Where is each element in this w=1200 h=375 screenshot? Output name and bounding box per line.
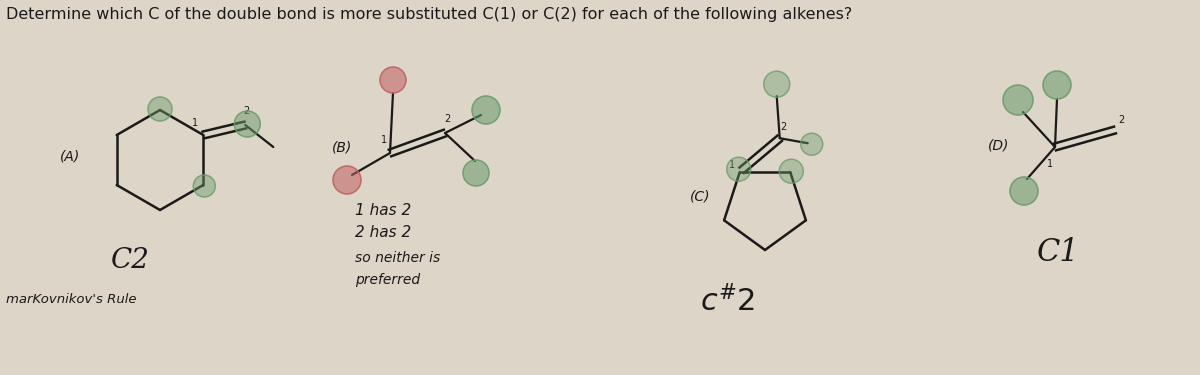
Text: 1 has 2: 1 has 2 — [355, 203, 412, 218]
Text: C1: C1 — [1037, 237, 1079, 268]
Circle shape — [234, 111, 260, 137]
Text: 2: 2 — [244, 106, 250, 116]
Circle shape — [1003, 85, 1033, 115]
Circle shape — [1010, 177, 1038, 205]
Circle shape — [779, 159, 803, 183]
Circle shape — [193, 175, 215, 197]
Text: 2: 2 — [781, 122, 787, 132]
Circle shape — [800, 133, 823, 155]
Text: (C): (C) — [690, 190, 710, 204]
Text: 1: 1 — [728, 160, 734, 170]
Text: 2: 2 — [1118, 115, 1124, 125]
Text: C2: C2 — [110, 247, 150, 274]
Text: so neither is: so neither is — [355, 251, 440, 265]
Text: 1: 1 — [1046, 159, 1054, 169]
Text: 2 has 2: 2 has 2 — [355, 225, 412, 240]
Text: (B): (B) — [332, 140, 353, 154]
Text: 1: 1 — [380, 135, 388, 145]
Text: $c^{\#}2$: $c^{\#}2$ — [700, 285, 755, 318]
Circle shape — [1043, 71, 1072, 99]
Text: Determine which C of the double bond is more substituted C(1) or C(2) for each o: Determine which C of the double bond is … — [6, 7, 852, 22]
Text: 1: 1 — [192, 118, 198, 128]
Circle shape — [380, 67, 406, 93]
Text: preferred: preferred — [355, 273, 420, 287]
Text: (D): (D) — [988, 138, 1009, 152]
Circle shape — [148, 97, 172, 121]
Circle shape — [727, 157, 751, 181]
Circle shape — [472, 96, 500, 124]
Text: marKovnikov's Rule: marKovnikov's Rule — [6, 293, 137, 306]
Circle shape — [334, 166, 361, 194]
Text: 2: 2 — [444, 114, 450, 124]
Circle shape — [463, 160, 490, 186]
Text: (A): (A) — [60, 150, 80, 164]
Circle shape — [763, 71, 790, 97]
